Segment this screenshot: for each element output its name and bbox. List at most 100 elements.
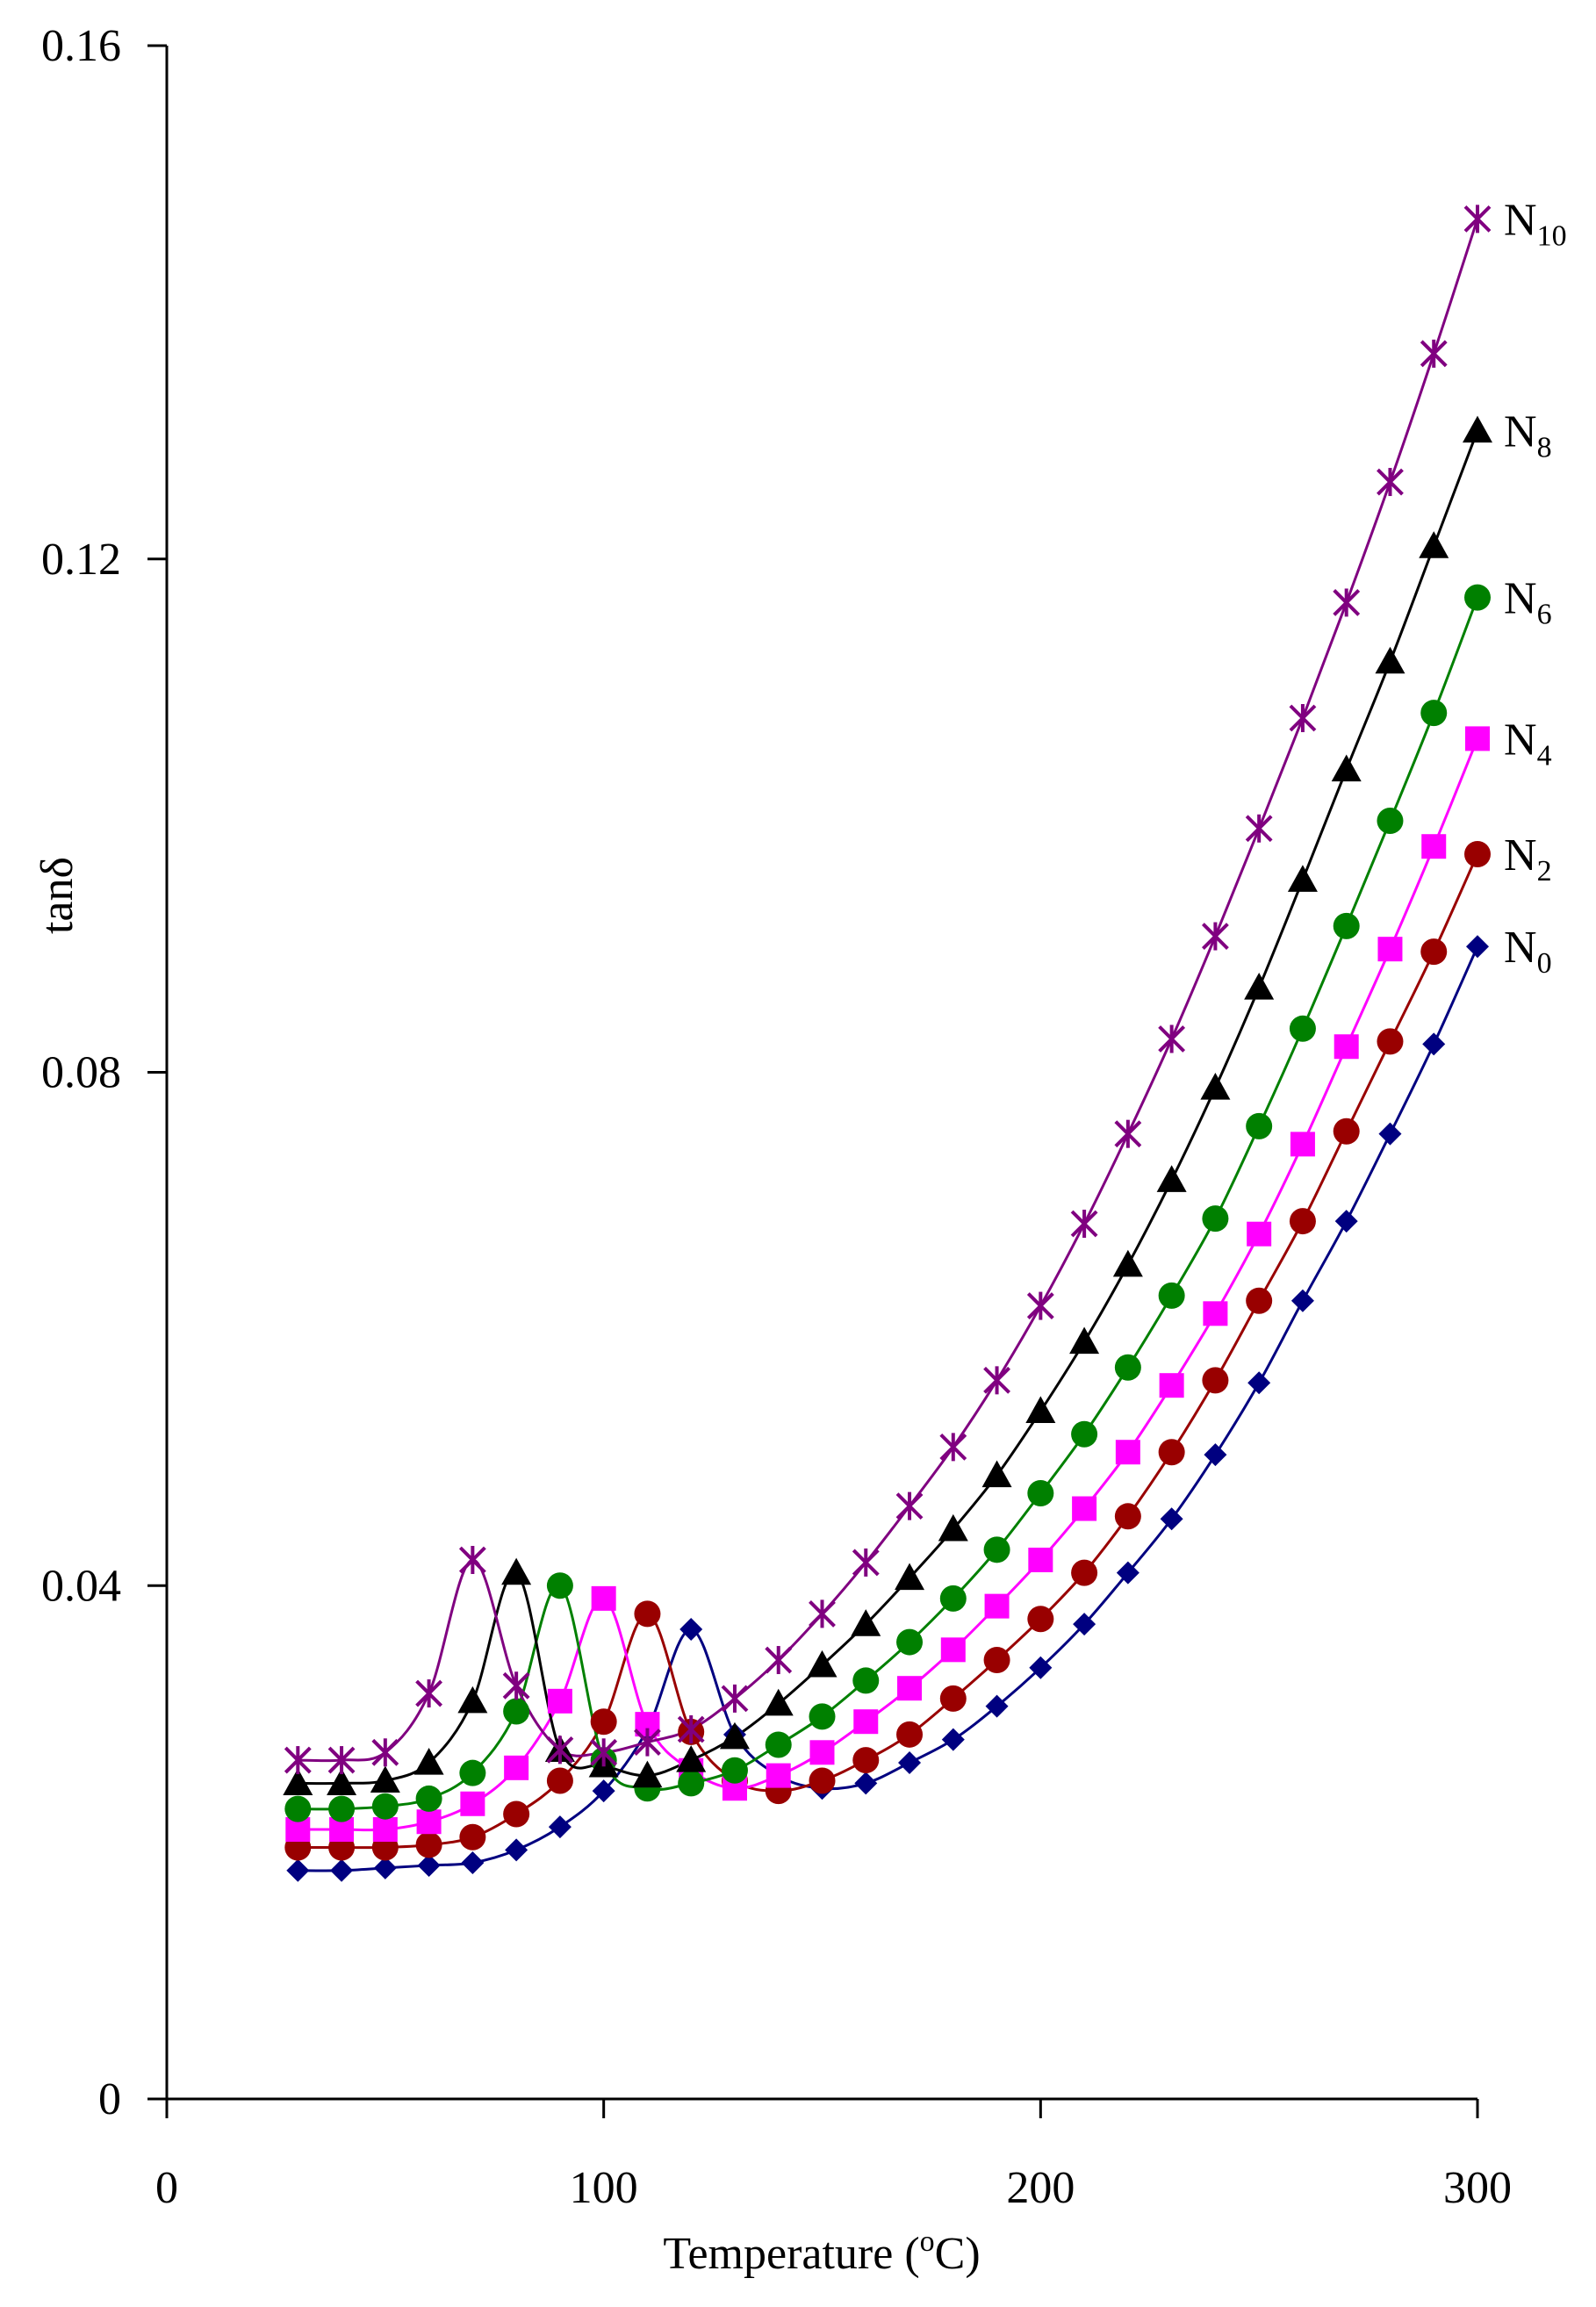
data-point <box>1466 935 1489 959</box>
data-point <box>546 1767 573 1794</box>
data-point <box>763 1688 794 1716</box>
data-point <box>1159 1373 1184 1398</box>
data-point <box>1247 1221 1272 1247</box>
data-point <box>330 1858 354 1882</box>
data-point <box>1420 339 1448 368</box>
data-point <box>1464 840 1491 867</box>
data-point <box>679 1617 703 1641</box>
data-point <box>1419 531 1449 558</box>
series-line-N8 <box>298 430 1479 1786</box>
data-point <box>459 1759 486 1786</box>
data-point <box>941 1728 965 1751</box>
data-point <box>1421 834 1447 859</box>
data-point <box>678 1770 705 1797</box>
data-point <box>1289 704 1317 733</box>
data-point <box>1334 1210 1358 1233</box>
data-point <box>1377 1028 1404 1055</box>
data-point <box>1331 754 1362 782</box>
data-point <box>505 1838 528 1862</box>
data-point <box>896 1721 924 1748</box>
x-axis-title: Temperature (oC) <box>663 2225 980 2279</box>
data-point <box>1028 1548 1053 1573</box>
data-point <box>1200 1073 1231 1100</box>
data-point <box>983 1366 1010 1395</box>
data-point <box>1245 814 1273 843</box>
data-point <box>1112 1249 1143 1277</box>
data-point <box>1289 1015 1316 1042</box>
series-line-N0 <box>298 945 1479 1872</box>
data-point <box>1116 1561 1139 1585</box>
data-point <box>1333 1118 1360 1145</box>
data-point <box>417 1853 441 1877</box>
data-point <box>1203 1301 1228 1326</box>
data-point <box>415 1785 442 1812</box>
y-tick-label: 0 <box>98 2074 121 2124</box>
data-point <box>501 1557 532 1585</box>
y-tick-label: 0.04 <box>41 1561 121 1611</box>
data-point <box>1201 922 1229 951</box>
data-point <box>1071 1420 1098 1448</box>
data-point <box>283 1768 313 1795</box>
data-point <box>897 1676 923 1701</box>
data-point <box>1027 1479 1054 1506</box>
data-point <box>1158 1439 1185 1466</box>
data-point <box>1029 1656 1053 1679</box>
data-point <box>807 1649 838 1678</box>
data-point <box>1069 1326 1100 1355</box>
x-tick-label: 100 <box>570 2163 638 2213</box>
data-point <box>415 1679 443 1708</box>
data-point <box>1073 1613 1096 1636</box>
data-point <box>1156 1165 1187 1192</box>
data-point <box>1026 1291 1054 1320</box>
series-labels: N0 N2 N4 N6 N8 N10 <box>1504 195 1567 980</box>
data-point <box>895 1491 924 1520</box>
data-point <box>1333 588 1361 617</box>
y-tick-label: 0.08 <box>41 1048 121 1098</box>
data-point <box>721 1684 749 1713</box>
data-point <box>1115 1440 1140 1465</box>
data-point <box>1334 1034 1359 1060</box>
series-label-N4: N4 <box>1504 715 1552 772</box>
series-label-N2: N2 <box>1504 830 1552 888</box>
data-point <box>590 1738 618 1767</box>
data-point <box>721 1757 748 1784</box>
data-point <box>677 1714 705 1743</box>
data-point <box>591 1585 616 1611</box>
data-point <box>938 1513 968 1542</box>
data-point <box>1464 584 1491 611</box>
data-point <box>981 1460 1012 1488</box>
data-point <box>984 1593 1010 1619</box>
data-point <box>940 1637 966 1663</box>
data-point <box>1072 1496 1097 1521</box>
series-line-N10 <box>298 218 1479 1763</box>
data-point <box>809 1599 836 1628</box>
data-point <box>1333 912 1360 939</box>
plot-markers <box>283 205 1492 1882</box>
data-point <box>1025 1396 1056 1424</box>
data-point <box>503 1698 530 1725</box>
data-point <box>939 1685 967 1712</box>
data-point <box>458 1546 486 1575</box>
data-point <box>1290 1289 1314 1312</box>
data-point <box>983 1647 1010 1674</box>
data-point <box>1204 1443 1227 1467</box>
data-point <box>1070 1210 1098 1239</box>
data-point <box>1247 1371 1271 1395</box>
data-point <box>1377 468 1404 497</box>
data-point <box>809 1703 836 1730</box>
data-point <box>765 1731 792 1758</box>
data-point <box>1114 1503 1141 1530</box>
data-point <box>327 1746 356 1775</box>
data-point <box>1244 973 1275 1000</box>
data-point <box>1290 1132 1315 1157</box>
data-point <box>983 1536 1010 1563</box>
data-point <box>547 1688 572 1714</box>
data-point <box>457 1685 488 1714</box>
data-point <box>809 1740 835 1765</box>
data-point <box>1114 1354 1141 1381</box>
data-point <box>370 1765 400 1793</box>
data-point <box>676 1745 707 1772</box>
plot-lines <box>298 218 1479 1872</box>
data-point <box>851 1609 881 1636</box>
